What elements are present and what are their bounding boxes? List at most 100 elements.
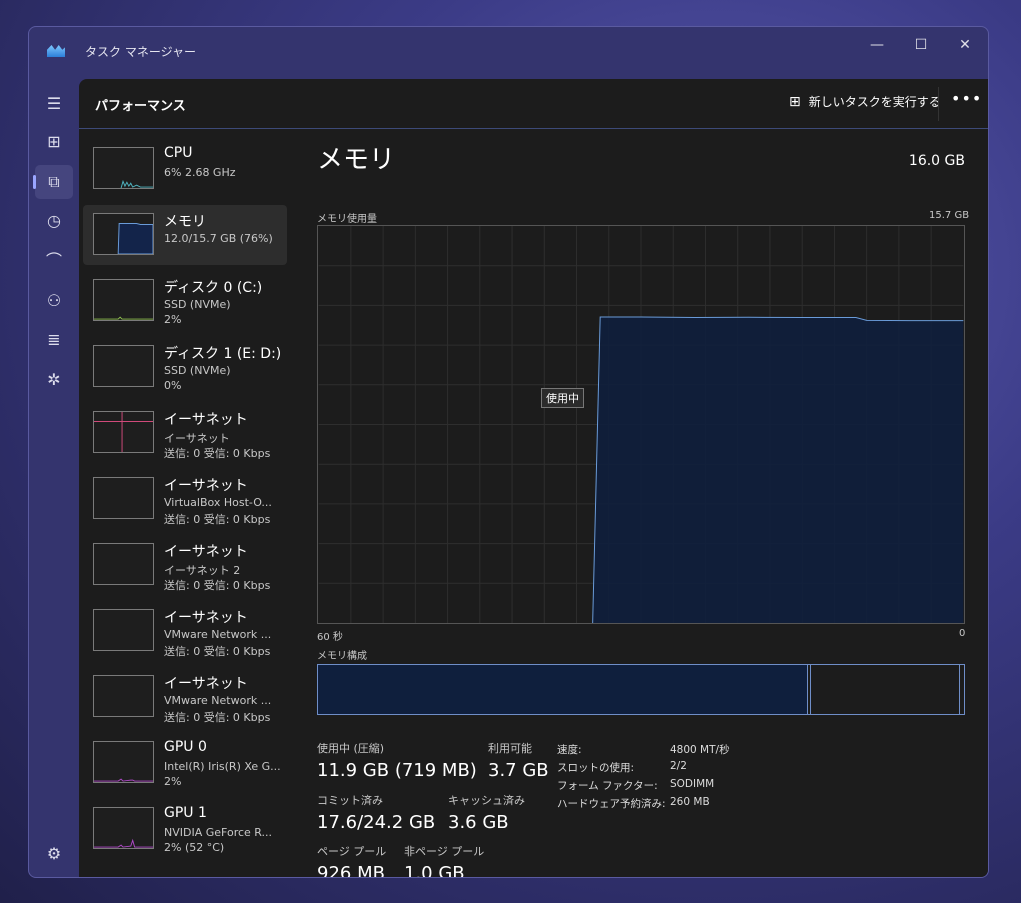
resource-item[interactable]: CPU 6% 2.68 GHz [83,139,287,199]
nonpaged-pool-value: 1.0 GB [404,863,465,878]
task-manager-app-icon [47,45,65,57]
resource-name: メモリ [164,214,206,230]
resource-item[interactable]: イーサネット VMware Network ... 送信: 0 受信: 0 Kb… [83,667,287,727]
in-use-segment[interactable] [318,665,808,714]
detail-value: 4800 MT/秒 [670,744,730,756]
memory-usage-area [592,317,964,623]
resource-item[interactable]: イーサネット イーサネット 送信: 0 受信: 0 Kbps [83,403,287,463]
resource-subtitle: イーサネット 2 [164,564,241,577]
x-axis-left-label: 60 秒 [317,632,343,643]
in-use-tooltip: 使用中 [541,388,584,408]
resource-name: イーサネット [164,478,248,494]
resource-value: 0% [164,379,182,392]
resource-name: イーサネット [164,544,248,560]
paged-pool-value: 926 MB [317,863,385,878]
resource-subtitle: イーサネット [164,432,230,445]
cached-label: キャッシュ済み [448,794,525,807]
cached-value: 3.6 GB [448,812,509,833]
users-icon[interactable]: ⚇ [46,291,62,310]
minimize-button[interactable]: — [870,37,884,53]
maximize-button[interactable]: ☐ [914,37,928,53]
resource-value: 送信: 0 受信: 0 Kbps [164,645,271,658]
resource-name: GPU 0 [164,739,207,755]
resource-item[interactable]: GPU 1 NVIDIA GeForce R... 2% (52 °C) [83,799,287,859]
resource-item[interactable]: イーサネット VirtualBox Host-O... 送信: 0 受信: 0 … [83,469,287,529]
composition-label: メモリ構成 [317,651,367,662]
resource-thumbnail [93,411,154,453]
memory-usage-chart[interactable] [317,225,965,624]
title-bar[interactable]: タスク マネージャー — ☐ ✕ [29,27,988,79]
resource-subtitle: 6% 2.68 GHz [164,166,236,179]
page-header: パフォーマンス ⊞ 新しいタスクを実行する ••• [79,79,988,129]
resource-item[interactable]: イーサネット VMware Network ... 送信: 0 受信: 0 Kb… [83,601,287,661]
resource-item[interactable]: ディスク 0 (C:) SSD (NVMe) 2% [83,271,287,331]
resource-name: CPU [164,145,193,161]
memory-usage-line [592,316,964,623]
resource-thumbnail [93,543,154,585]
services-icon[interactable]: ✲ [47,370,61,389]
window-title: タスク マネージャー [85,45,196,59]
memory-details: メモリ 16.0 GB [317,139,977,839]
in-use-label: 使用中 (圧縮) [317,742,385,755]
resource-subtitle: VMware Network ... [164,628,272,641]
close-button[interactable]: ✕ [959,37,971,53]
resource-thumbnail [93,675,154,717]
resource-name: ディスク 1 (E: D:) [164,346,282,362]
usage-label: メモリ使用量 [317,214,377,225]
resource-value: 2% [164,313,182,326]
menu-icon[interactable]: ☰ [46,94,62,113]
in-use-value: 11.9 GB (719 MB) [317,760,477,781]
more-options-button[interactable]: ••• [951,89,983,108]
resource-subtitle: Intel(R) Iris(R) Xe G... [164,760,281,773]
header-divider [938,87,939,121]
page-title: パフォーマンス [95,99,186,114]
resource-value: 2% (52 °C) [164,841,225,854]
settings-icon[interactable]: ⚙ [46,844,62,863]
detail-value: 260 MB [670,796,710,808]
resource-thumbnail [93,279,154,321]
performance-icon[interactable]: ⧉ [33,165,73,199]
resource-name: イーサネット [164,676,248,692]
free-segment[interactable] [958,665,964,714]
memory-composition-bar[interactable] [317,664,965,715]
resource-name: イーサネット [164,610,248,626]
resource-name: イーサネット [164,412,248,428]
detail-key: スロットの使用: [557,762,635,774]
resource-value: 送信: 0 受信: 0 Kbps [164,579,271,592]
resource-item[interactable]: メモリ 12.0/15.7 GB (76%) [83,205,287,265]
resource-value: 2% [164,775,182,788]
run-new-task-label: 新しいタスクを実行する [808,95,941,109]
run-new-task-button[interactable]: ⊞ 新しいタスクを実行する [789,93,941,110]
processes-icon[interactable]: ⊞ [47,132,61,151]
available-label: 利用可能 [488,742,532,755]
total-memory: 16.0 GB [908,153,965,169]
nonpaged-pool-label: 非ページ プール [404,845,485,858]
startup-icon[interactable]: ⌒ [45,251,62,270]
nav-rail: ☰ ⊞ ⧉ ◷ ⌒ ⚇ ≣ ✲ ⚙ [29,79,79,877]
resource-name: ディスク 0 (C:) [164,280,263,296]
resource-value: 送信: 0 受信: 0 Kbps [164,711,271,724]
resource-subtitle: NVIDIA GeForce R... [164,826,273,839]
standby-segment[interactable] [810,665,959,714]
resource-item[interactable]: イーサネット イーサネット 2 送信: 0 受信: 0 Kbps [83,535,287,595]
resource-thumbnail [93,345,154,387]
resource-value: 送信: 0 受信: 0 Kbps [164,513,271,526]
resource-value: 送信: 0 受信: 0 Kbps [164,447,271,460]
resource-thumbnail [93,147,154,189]
resource-thumbnail [93,807,154,849]
resource-item[interactable]: GPU 0 Intel(R) Iris(R) Xe G... 2% [83,733,287,793]
modified-segment[interactable] [807,665,811,714]
available-value: 3.7 GB [488,760,549,781]
detail-value: SODIMM [670,778,715,790]
resource-subtitle: VirtualBox Host-O... [164,496,272,509]
resource-thumbnail [93,213,154,255]
task-manager-window: タスク マネージャー — ☐ ✕ ☰ ⊞ ⧉ ◷ ⌒ ⚇ ≣ ✲ ⚙ パフォーマ… [28,26,989,878]
new-task-icon: ⊞ [789,93,801,110]
details-icon[interactable]: ≣ [47,330,61,349]
history-icon[interactable]: ◷ [47,211,61,230]
resource-item[interactable]: ディスク 1 (E: D:) SSD (NVMe) 0% [83,337,287,397]
detail-key: ハードウェア予約済み: [557,798,666,810]
committed-label: コミット済み [317,794,383,807]
committed-value: 17.6/24.2 GB [317,812,436,833]
content-panel: パフォーマンス ⊞ 新しいタスクを実行する ••• CPU 6% 2.68 GH… [79,79,988,878]
